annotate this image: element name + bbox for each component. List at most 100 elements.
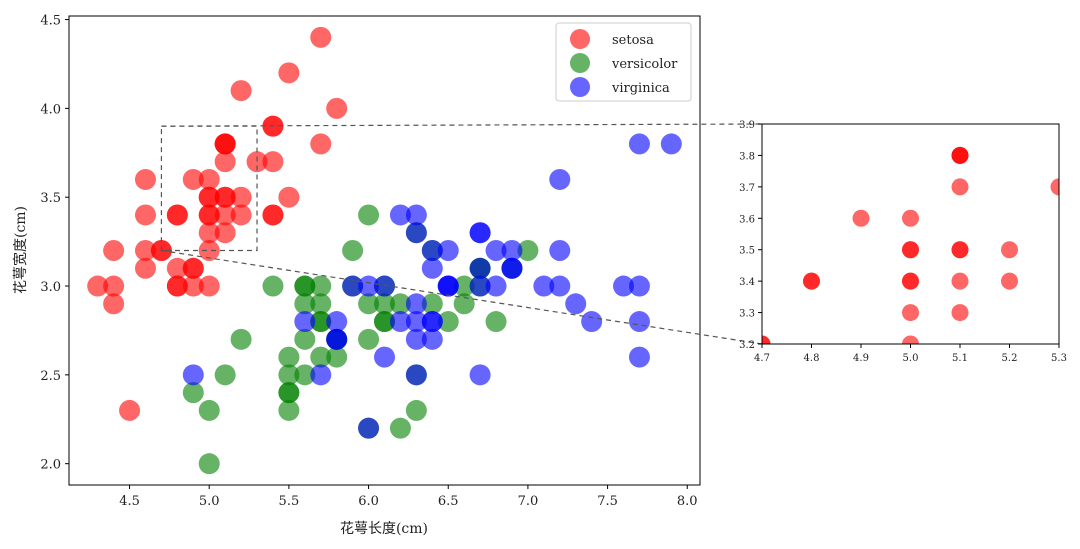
point-versicolor (294, 364, 316, 386)
point-setosa (230, 80, 252, 102)
point-setosa (103, 275, 125, 297)
point-setosa (246, 151, 268, 173)
inset-axes: 4.7 4.8 4.9 5.0 5.1 5.2 5.3 3.2 3.3 3.4 3.5 3.6 3.7… (739, 120, 1067, 364)
point-virginica (421, 328, 443, 350)
inset-y-tick-label: 3.7 (739, 183, 755, 194)
point-setosa (182, 257, 204, 279)
y-tick-label: 4.5 (40, 14, 61, 29)
inset-point-setosa (951, 241, 969, 259)
point-setosa (198, 240, 220, 261)
point-setosa (103, 240, 125, 261)
point-setosa (214, 222, 236, 244)
point-versicolor (342, 240, 364, 261)
point-setosa (87, 275, 109, 297)
point-versicolor (230, 328, 252, 350)
point-virginica (469, 222, 491, 244)
point-versicolor (485, 311, 507, 333)
point-versicolor (453, 293, 475, 315)
point-setosa (326, 97, 348, 119)
point-virginica (421, 257, 443, 279)
point-versicolor (278, 399, 300, 421)
point-setosa (214, 133, 236, 155)
point-versicolor (374, 311, 395, 333)
inset-y-tick-label: 3.8 (739, 151, 755, 162)
point-virginica (549, 275, 571, 297)
point-virginica (310, 364, 332, 386)
point-versicolor (198, 453, 220, 475)
legend-label-setosa: setosa (612, 33, 654, 48)
legend-label-virginica: virginica (611, 81, 670, 96)
point-setosa (262, 151, 284, 173)
point-setosa (310, 26, 332, 48)
point-setosa (182, 275, 204, 297)
main-y-ticks: 2.0 2.5 3.0 3.5 4.0 4.5 (40, 14, 69, 473)
inset-y-ticks: 3.2 3.3 3.4 3.5 3.6 3.7 3.8 3.9 (739, 120, 762, 351)
inset-point-setosa (902, 335, 919, 344)
y-tick-label: 3.5 (40, 191, 61, 206)
inset-y-tick-label: 3.3 (739, 309, 755, 320)
inset-point-setosa (762, 335, 771, 344)
point-versicolor (214, 364, 236, 386)
point-virginica (437, 240, 459, 261)
point-virginica (358, 417, 380, 439)
point-setosa (166, 257, 188, 279)
zoom-connector-top (161, 123, 763, 127)
point-virginica (485, 240, 507, 261)
point-versicolor (358, 293, 380, 315)
point-virginica (182, 364, 204, 386)
inset-y-tick-label: 3.4 (739, 277, 755, 288)
x-tick-label: 5.5 (279, 494, 300, 509)
inset-point-setosa (803, 272, 820, 290)
point-virginica (613, 275, 635, 297)
inset-point-setosa (1001, 241, 1018, 259)
point-virginica (501, 240, 523, 261)
inset-points (762, 146, 1059, 344)
point-versicolor (358, 204, 380, 226)
point-virginica (628, 346, 650, 368)
inset-point-setosa (852, 209, 870, 227)
inset-x-tick-label: 5.1 (952, 353, 968, 364)
point-virginica (437, 275, 459, 297)
x-tick-label: 7.5 (597, 494, 618, 509)
legend-marker-versicolor (570, 53, 590, 73)
point-setosa (214, 204, 236, 226)
point-versicolor (262, 275, 284, 297)
legend: setosa versicolor virginica (555, 22, 692, 102)
point-virginica (660, 133, 682, 155)
point-setosa (134, 257, 156, 279)
y-tick-label: 3.0 (40, 280, 61, 295)
inset-point-setosa (902, 209, 919, 227)
point-versicolor (294, 275, 316, 297)
zoom-indicator (160, 123, 763, 345)
point-versicolor (389, 293, 411, 315)
point-virginica (294, 311, 316, 333)
y-axis-label: 花萼宽度(cm) (12, 206, 29, 294)
point-virginica (485, 275, 507, 297)
main-plot-frame (68, 15, 701, 486)
inset-x-tick-label: 5.0 (903, 353, 919, 364)
inset-x-tick-label: 5.3 (1051, 353, 1067, 364)
legend-marker-virginica (570, 77, 590, 97)
point-virginica (549, 168, 571, 190)
point-setosa (119, 399, 141, 421)
point-versicolor (310, 275, 332, 297)
point-versicolor (294, 293, 316, 315)
point-setosa (278, 186, 300, 208)
point-virginica (389, 204, 411, 226)
point-virginica (405, 364, 427, 386)
legend-marker-setosa (570, 29, 590, 49)
point-setosa (198, 275, 220, 297)
point-virginica (389, 311, 411, 333)
point-setosa (134, 168, 156, 190)
y-tick-label: 2.0 (40, 458, 61, 473)
point-virginica (326, 311, 348, 333)
point-virginica (374, 275, 395, 297)
x-tick-label: 6.5 (438, 494, 459, 509)
point-virginica (421, 240, 443, 261)
inset-point-setosa (1050, 178, 1059, 196)
point-setosa (230, 204, 252, 226)
point-versicolor (310, 346, 332, 368)
y-tick-label: 2.5 (40, 369, 61, 384)
point-virginica (549, 240, 571, 261)
